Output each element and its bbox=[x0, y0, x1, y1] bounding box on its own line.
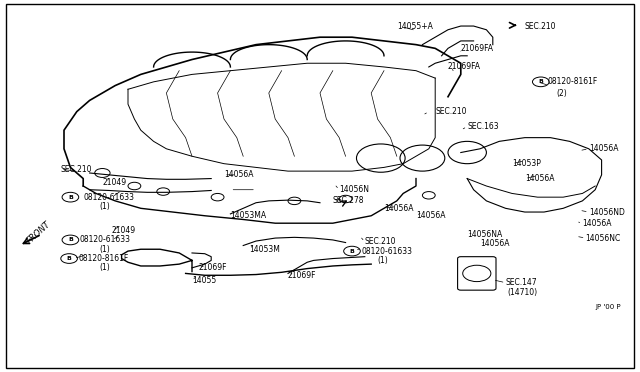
Text: 21069FA: 21069FA bbox=[461, 44, 494, 53]
Text: SEC.210: SEC.210 bbox=[435, 107, 467, 116]
Text: 14056A: 14056A bbox=[224, 170, 253, 179]
Text: B: B bbox=[538, 79, 543, 84]
Text: SEC.163: SEC.163 bbox=[467, 122, 499, 131]
Text: 14056NC: 14056NC bbox=[586, 234, 621, 243]
Text: (1): (1) bbox=[99, 263, 110, 272]
Text: 14056A: 14056A bbox=[384, 204, 413, 213]
Text: 14056A: 14056A bbox=[525, 174, 554, 183]
Text: 14056N: 14056N bbox=[339, 185, 369, 194]
Text: 14056A: 14056A bbox=[480, 239, 509, 248]
Text: 08120-8161F: 08120-8161F bbox=[78, 254, 129, 263]
Text: (2): (2) bbox=[557, 89, 568, 97]
Text: B: B bbox=[68, 237, 73, 243]
Text: 14056A: 14056A bbox=[416, 211, 445, 220]
Text: 14053M: 14053M bbox=[250, 245, 280, 254]
Text: 14056A: 14056A bbox=[589, 144, 618, 153]
Text: 08120-61633: 08120-61633 bbox=[80, 235, 131, 244]
Text: SEC.278: SEC.278 bbox=[333, 196, 364, 205]
Text: 21049: 21049 bbox=[102, 178, 127, 187]
Text: SEC.147: SEC.147 bbox=[506, 278, 537, 287]
Text: FRONT: FRONT bbox=[25, 219, 52, 246]
Text: (1): (1) bbox=[99, 202, 110, 211]
Text: 14055: 14055 bbox=[192, 276, 216, 285]
Text: 08120-61633: 08120-61633 bbox=[83, 193, 134, 202]
Text: 14056ND: 14056ND bbox=[589, 208, 625, 217]
Text: 21069F: 21069F bbox=[288, 271, 317, 280]
Text: B: B bbox=[67, 256, 72, 261]
Text: 14056NA: 14056NA bbox=[467, 230, 502, 239]
Text: 08120-8161F: 08120-8161F bbox=[547, 77, 598, 86]
Text: 14055+A: 14055+A bbox=[397, 22, 433, 31]
Text: 14056A: 14056A bbox=[582, 219, 612, 228]
Text: SEC.210: SEC.210 bbox=[365, 237, 396, 246]
Text: 08120-61633: 08120-61633 bbox=[362, 247, 413, 256]
Text: 21069F: 21069F bbox=[198, 263, 227, 272]
Text: 21069FA: 21069FA bbox=[448, 62, 481, 71]
Text: SEC.210: SEC.210 bbox=[61, 165, 92, 174]
Text: 14053MA: 14053MA bbox=[230, 211, 266, 220]
Text: B: B bbox=[68, 195, 73, 200]
Text: JP '00 P: JP '00 P bbox=[595, 304, 621, 310]
Text: SEC.210: SEC.210 bbox=[525, 22, 556, 31]
Text: (1): (1) bbox=[99, 245, 110, 254]
Text: (14710): (14710) bbox=[508, 288, 538, 296]
Text: B: B bbox=[349, 248, 355, 254]
Text: 21049: 21049 bbox=[112, 226, 136, 235]
Text: 14053P: 14053P bbox=[512, 159, 541, 168]
Text: (1): (1) bbox=[378, 256, 388, 265]
